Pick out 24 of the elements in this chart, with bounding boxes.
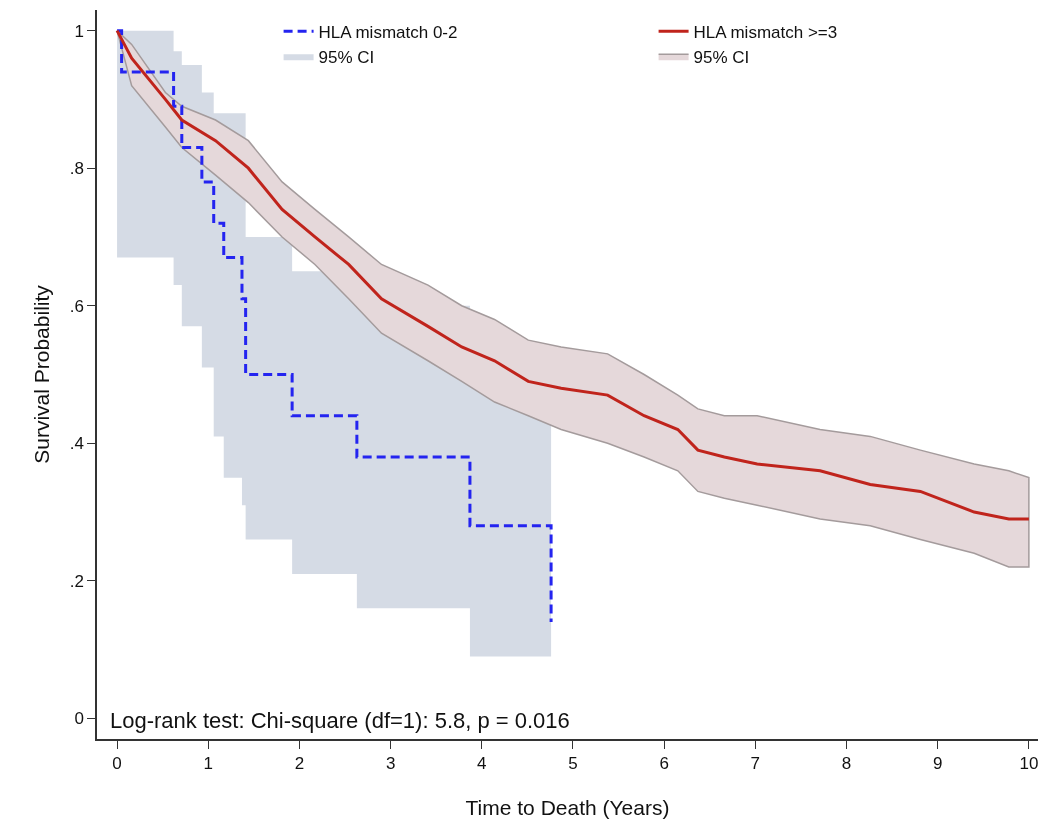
x-tick-label: 2 [294,754,305,774]
y-axis-title: Survival Probability [30,284,54,464]
x-tick-label: 9 [932,754,943,774]
x-tick-label: 3 [385,754,396,774]
x-tick-label: 5 [568,754,578,774]
y-tick-label: .2 [69,571,84,591]
x-tick-label: 4 [477,754,487,774]
annotation: Log-rank test: Chi-square (df=1): 5.8, p = 0.016 [110,708,570,733]
x-tick-label: 6 [659,754,669,774]
legend-label: HLA mismatch >=3 [693,22,838,42]
x-tick-label: 1 [203,754,213,774]
legend-label: 95% CI [693,47,750,67]
y-tick-label: .6 [69,296,84,316]
x-tick-label: 0 [112,754,122,774]
x-tick-label: 10 [1019,754,1039,774]
legend-label: HLA mismatch 0-2 [318,22,458,42]
y-tick-label: 1 [74,21,84,41]
x-axis-title: Time to Death (Years) [465,795,670,819]
legend-label: 95% CI [318,47,375,67]
x-tick-label: 7 [750,754,761,774]
y-tick-label: .4 [69,434,84,454]
y-tick-label: 0 [74,709,84,729]
x-tick-label: 8 [841,754,852,774]
y-tick-label: .8 [69,159,84,179]
